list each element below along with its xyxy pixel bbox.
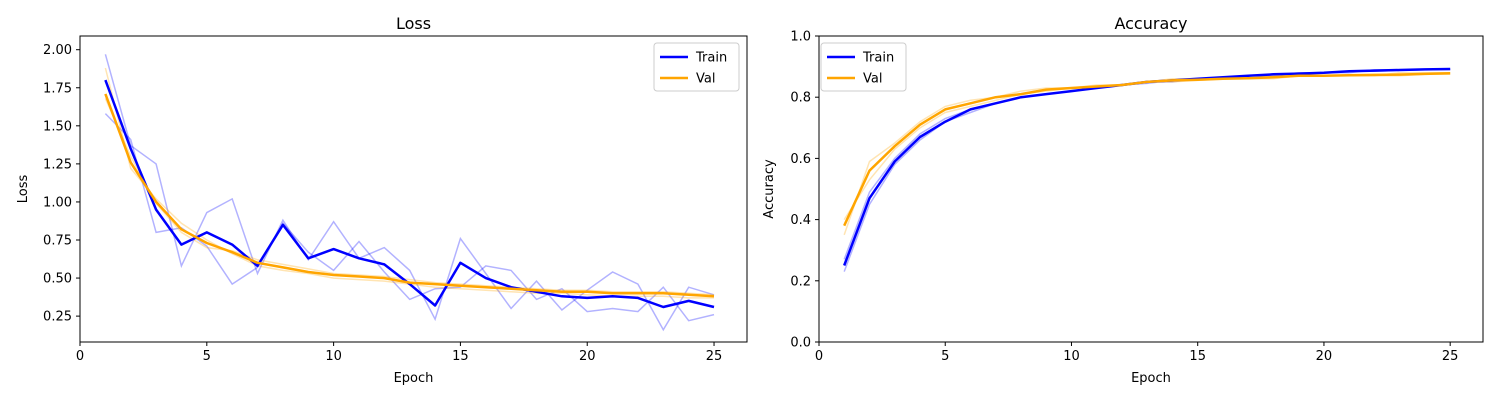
series-line-train	[104, 79, 715, 309]
x-tick-label: 20	[579, 349, 596, 364]
x-tick-label: 25	[1442, 349, 1459, 364]
x-tick-label: 0	[76, 349, 84, 364]
chart-panel-1: 0 5 10 15 20 25 0.0 0.2 0.4 0.6 0.8 1.0 Accuracy Epoc…	[762, 14, 1484, 386]
y-tick-label: 1.00	[43, 195, 72, 210]
x-tick-label: 0	[815, 349, 823, 364]
y-tick-label: 0.25	[43, 310, 72, 325]
series-line-val	[843, 72, 1451, 227]
y-tick-label: 0.6	[790, 152, 811, 167]
x-tick-label: 5	[941, 349, 949, 364]
y-tick-label: 1.25	[43, 157, 72, 172]
y-tick-label: 1.0	[790, 30, 811, 45]
y-tick-label: 0.2	[790, 274, 811, 289]
axes-frame	[818, 35, 1484, 343]
faint-line-1	[104, 113, 715, 322]
legend-label-val: Val	[863, 72, 882, 87]
x-tick-label: 10	[1063, 349, 1080, 364]
axes-frame	[79, 35, 748, 343]
x-tick-label: 10	[325, 349, 342, 364]
legend: Train Val	[820, 42, 907, 92]
series-line-val	[104, 93, 715, 298]
x-tick-label: 15	[1189, 349, 1206, 364]
y-tick-label: 0.50	[43, 272, 72, 287]
y-tick-label: 1.50	[43, 119, 72, 134]
y-axis-label: Loss	[16, 175, 31, 204]
x-tick-label: 5	[203, 349, 211, 364]
x-axis-label: Epoch	[1131, 371, 1171, 386]
faint-line-0	[104, 54, 715, 332]
chart-title: Loss	[396, 14, 431, 33]
y-tick-label: 0.4	[790, 213, 811, 228]
y-tick-label: 2.00	[43, 43, 72, 58]
y-tick-label: 1.75	[43, 81, 72, 96]
x-axis-label: Epoch	[394, 371, 434, 386]
legend: Train Val	[653, 42, 740, 92]
x-tick-label: 15	[452, 349, 469, 364]
y-axis-label: Accuracy	[762, 159, 777, 219]
chart-panel-0: 0 5 10 15 20 25 0.25 0.50 0.75 1.00 1.25 1.50 1.75 2.…	[16, 14, 748, 386]
chart-title: Accuracy	[1114, 14, 1187, 33]
legend-label-train: Train	[862, 51, 894, 66]
y-tick-label: 0.75	[43, 234, 72, 249]
y-tick-label: 0.8	[790, 91, 811, 106]
x-tick-label: 20	[1316, 349, 1333, 364]
x-tick-label: 25	[706, 349, 723, 364]
y-tick-label: 0.0	[790, 336, 811, 351]
faint-line-3	[104, 98, 715, 296]
legend-label-train: Train	[695, 51, 727, 66]
legend-label-val: Val	[696, 72, 715, 87]
